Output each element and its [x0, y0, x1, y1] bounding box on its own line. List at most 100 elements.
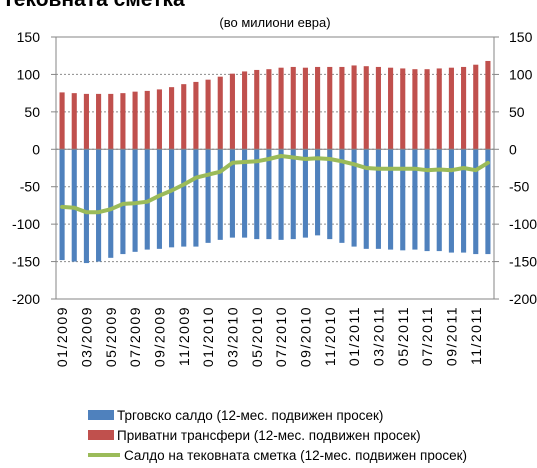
y-tick-label-right: 150	[509, 29, 533, 45]
y-tick-label-left: -150	[12, 254, 40, 270]
x-tick-label: 09/2011	[443, 306, 459, 366]
bar-trade-balance	[266, 149, 272, 240]
bar-trade-balance	[181, 149, 187, 247]
x-tick-label: 03/2010	[224, 306, 240, 367]
bar-trade-balance	[363, 149, 369, 249]
bar-private-transfers	[424, 69, 430, 150]
y-tick-label-right: -100	[509, 216, 537, 232]
y-tick-label-right: -150	[509, 254, 537, 270]
x-tick-label: 09/2010	[297, 306, 313, 367]
bar-private-transfers	[108, 93, 114, 150]
bar-private-transfers	[351, 65, 357, 150]
bar-private-transfers	[388, 67, 394, 150]
x-tick-label: 03/2009	[78, 306, 94, 367]
bar-trade-balance	[412, 149, 418, 250]
bar-private-transfers	[144, 90, 150, 150]
legend-item-transfers: Приватни трансфери (12-мес. подвижен про…	[88, 425, 467, 445]
bar-trade-balance	[290, 149, 296, 240]
bar-trade-balance	[108, 149, 114, 258]
bar-private-transfers	[436, 68, 442, 150]
legend: Трговско салдо (12-мес. подвижен просек)…	[88, 405, 467, 465]
legend-label-trade: Трговско салдо (12-мес. подвижен просек)	[117, 407, 384, 423]
legend-label-transfers: Приватни трансфери (12-мес. подвижен про…	[117, 427, 421, 443]
bar-private-transfers	[302, 67, 308, 150]
legend-swatch-transfers	[88, 430, 114, 440]
bar-trade-balance	[217, 149, 223, 240]
bar-private-transfers	[290, 66, 296, 150]
y-tick-label-left: 150	[17, 29, 41, 45]
bar-trade-balance	[448, 149, 454, 253]
x-tick-label: 01/2011	[346, 306, 362, 366]
bar-private-transfers	[375, 66, 381, 150]
y-tick-label-right: 0	[509, 141, 517, 157]
legend-item-balance: Салдо на тековната сметка (12-мес. подви…	[88, 445, 467, 465]
axes-group: 150 150 100 100 50 50 0 0 -50 -50 -100 -100 -150 -150…	[12, 29, 537, 367]
bar-private-transfers	[254, 69, 260, 150]
bar-private-transfers	[448, 67, 454, 150]
bar-trade-balance	[132, 149, 138, 252]
x-tick-label: 05/2011	[395, 306, 411, 366]
bar-private-transfers	[485, 60, 491, 150]
bar-trade-balance	[327, 149, 333, 240]
bar-private-transfers	[229, 73, 235, 150]
bar-private-transfers	[59, 92, 65, 150]
x-tick-label: 11/2011	[468, 306, 484, 365]
bar-trade-balance	[424, 149, 430, 252]
bar-trade-balance	[400, 149, 406, 251]
bar-trade-balance	[315, 149, 321, 236]
bar-private-transfers	[315, 66, 321, 150]
bar-trade-balance	[461, 149, 467, 253]
bar-trade-balance	[96, 149, 102, 262]
x-tick-label: 01/2010	[200, 306, 216, 367]
bar-trade-balance	[436, 149, 442, 252]
bar-private-transfers	[71, 93, 77, 150]
bar-private-transfers	[217, 76, 223, 150]
legend-swatch-trade	[88, 410, 114, 420]
bar-private-transfers	[400, 68, 406, 150]
bar-trade-balance	[169, 149, 175, 248]
bar-private-transfers	[156, 89, 162, 150]
bar-trade-balance	[375, 149, 381, 249]
bar-private-transfers	[193, 81, 199, 150]
x-tick-label: 03/2011	[370, 306, 386, 366]
bar-private-transfers	[473, 64, 479, 150]
y-tick-label-right: 100	[509, 66, 533, 82]
bar-trade-balance	[120, 149, 126, 255]
x-tick-label: 05/2010	[249, 306, 265, 367]
bar-private-transfers	[242, 71, 248, 150]
bar-trade-balance	[254, 149, 260, 240]
bar-trade-balance	[351, 149, 357, 247]
bar-private-transfers	[169, 87, 175, 150]
bar-trade-balance	[83, 149, 89, 264]
y-tick-label-left: 0	[32, 141, 40, 157]
bar-private-transfers	[181, 84, 187, 150]
bar-trade-balance	[278, 149, 284, 240]
y-tick-label-right: -200	[509, 291, 537, 307]
bar-private-transfers	[266, 69, 272, 150]
bar-private-transfers	[120, 93, 126, 150]
x-tick-label: 11/2010	[322, 306, 338, 366]
bar-private-transfers	[205, 79, 211, 150]
legend-label-balance: Салдо на тековната сметка (12-мес. подви…	[124, 447, 467, 463]
bar-trade-balance	[242, 149, 248, 238]
bar-trade-balance	[473, 149, 479, 255]
bar-trade-balance	[485, 149, 491, 255]
line-current-account-balance	[60, 154, 490, 215]
bar-trade-balance	[205, 149, 211, 243]
x-tick-label: 07/2010	[273, 306, 289, 367]
bar-private-transfers	[412, 69, 418, 150]
bar-private-transfers	[363, 66, 369, 150]
bar-private-transfers	[132, 91, 138, 150]
legend-item-trade: Трговско салдо (12-мес. подвижен просек)	[88, 405, 467, 425]
y-tick-label-right: 50	[509, 104, 525, 120]
x-tick-label: 07/2009	[127, 306, 143, 367]
y-tick-label-left: -100	[12, 216, 40, 232]
legend-swatch-balance	[88, 453, 120, 457]
x-tick-label: 05/2009	[103, 306, 119, 367]
bar-trade-balance	[144, 149, 150, 250]
bar-private-transfers	[461, 66, 467, 150]
bar-private-transfers	[83, 93, 89, 150]
x-tick-label: 07/2011	[419, 306, 435, 366]
x-tick-label: 01/2009	[54, 306, 70, 367]
